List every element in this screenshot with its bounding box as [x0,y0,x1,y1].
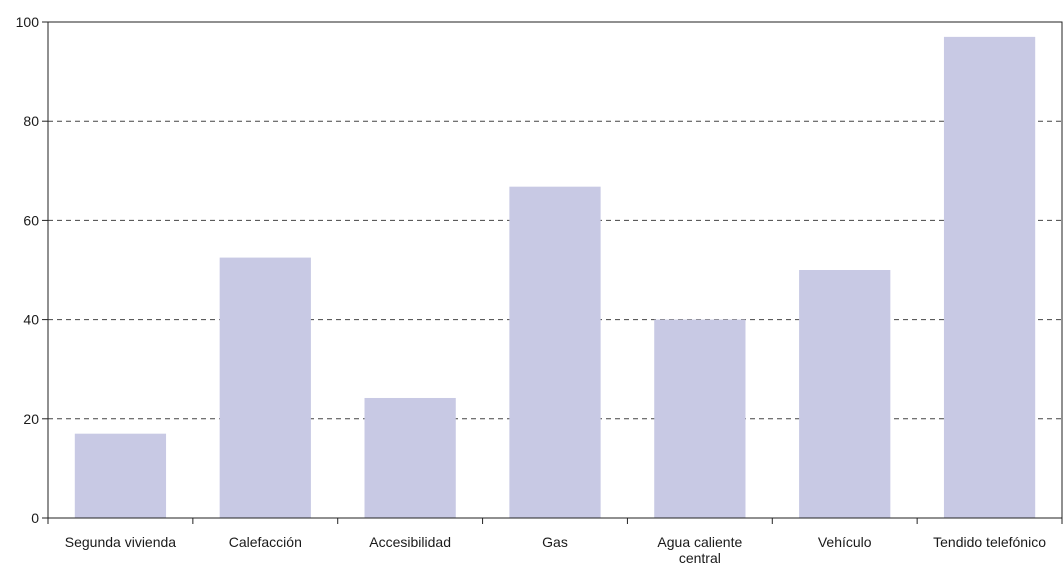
y-tick-label: 0 [31,510,39,526]
axes [42,21,1063,524]
bar [219,257,311,518]
x-category-label-line: Calefacción [229,534,302,550]
x-category-label: Tendido telefónico [933,534,1046,550]
x-category-label: Gas [542,534,568,550]
bars [74,36,1036,518]
y-tick-label: 40 [23,312,39,328]
y-tick-label: 100 [16,14,40,30]
y-tick-label: 80 [23,113,39,129]
x-category-label-line: Segunda vivienda [65,534,177,550]
bar [74,433,167,518]
x-category-label-line: Vehículo [818,534,872,550]
x-category-label: Vehículo [818,534,872,550]
bar [364,397,456,518]
x-category-label-line: Agua caliente [657,534,742,550]
y-tick-label: 20 [23,411,39,427]
labels: 0 20 40 60 80 100 Segunda vivienda Calefacción A… [16,14,1047,566]
x-category-label-line: Gas [542,534,568,550]
y-tick-label: 60 [23,212,39,228]
x-category-label-line: Tendido telefónico [933,534,1046,550]
x-category-label: Agua caliente central [657,534,742,566]
bar [509,186,601,518]
bar [943,36,1036,518]
x-category-label: Accesibilidad [369,534,451,550]
x-category-label-line: Accesibilidad [369,534,451,550]
x-category-label: Calefacción [229,534,302,550]
plot-frame [47,21,1063,519]
x-category-label: Segunda vivienda [65,534,177,550]
bar [654,319,746,518]
bar [799,270,891,518]
x-category-label-line: central [679,550,721,566]
